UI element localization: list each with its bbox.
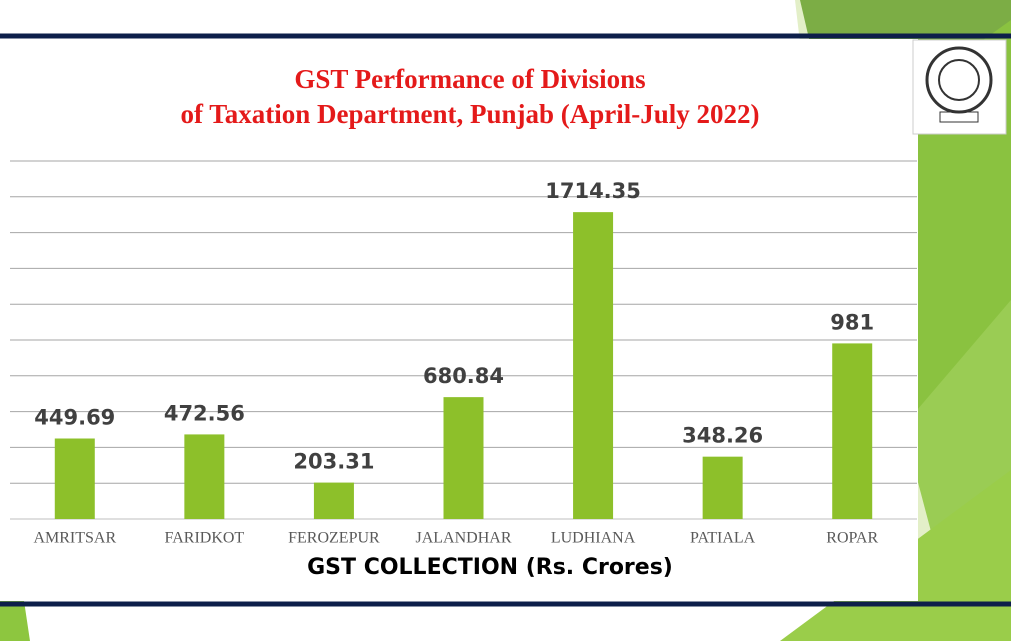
x-tick-label: ROPAR <box>826 530 878 547</box>
data-label: 981 <box>830 310 874 334</box>
data-label: 203.31 <box>293 450 374 474</box>
emblem <box>938 59 980 101</box>
data-label: 348.26 <box>682 424 763 448</box>
bar <box>832 343 873 519</box>
bar <box>573 212 614 519</box>
bar <box>443 397 484 519</box>
bar <box>184 434 225 519</box>
chart-title: GST Performance of Divisions <box>294 64 645 94</box>
x-tick-label: LUDHIANA <box>551 530 636 547</box>
bar <box>313 482 354 519</box>
emblem <box>939 111 979 123</box>
x-tick-label: FARIDKOT <box>165 530 245 547</box>
chart-title: of Taxation Department, Punjab (April-Ju… <box>180 99 759 129</box>
x-tick-label: AMRITSAR <box>33 530 116 547</box>
bar <box>54 438 95 519</box>
data-label: 449.69 <box>34 406 115 430</box>
bar <box>702 456 743 519</box>
x-tick-label: PATIALA <box>690 530 756 547</box>
x-tick-label: JALANDHAR <box>416 530 512 547</box>
data-label: 680.84 <box>423 364 504 388</box>
x-tick-label: FEROZEPUR <box>288 530 380 547</box>
data-label: 472.56 <box>164 401 245 425</box>
data-label: 1714.35 <box>545 179 641 203</box>
x-axis-label: GST COLLECTION (Rs. Crores) <box>307 555 673 580</box>
